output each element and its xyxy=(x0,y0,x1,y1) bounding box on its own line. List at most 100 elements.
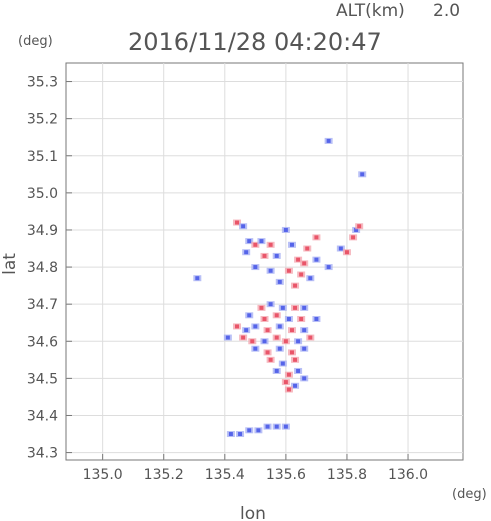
data-point xyxy=(251,323,260,330)
y-tick-label: 34.5 xyxy=(27,371,58,387)
data-point xyxy=(291,304,300,311)
data-point xyxy=(251,345,260,352)
x-axis-unit: (deg) xyxy=(452,487,487,502)
data-point xyxy=(287,327,296,334)
data-point xyxy=(266,267,275,274)
data-point xyxy=(297,271,306,278)
data-point xyxy=(284,386,293,393)
y-tick-label: 35.3 xyxy=(27,75,58,91)
data-point xyxy=(272,334,281,341)
x-axis-label: lon xyxy=(240,504,266,521)
data-point xyxy=(278,360,287,367)
data-point xyxy=(291,282,300,289)
data-point xyxy=(272,367,281,374)
data-point xyxy=(294,338,303,345)
timestamp-title: 2016/11/28 04:20:47 xyxy=(128,28,382,56)
data-point xyxy=(300,260,309,267)
data-point xyxy=(223,334,232,341)
y-axis-label: lat xyxy=(0,253,20,275)
data-point xyxy=(291,356,300,363)
data-point xyxy=(257,238,266,245)
data-point xyxy=(239,334,248,341)
data-point xyxy=(284,267,293,274)
data-point xyxy=(272,423,281,430)
data-point xyxy=(278,304,287,311)
data-point xyxy=(312,316,321,323)
data-point xyxy=(287,349,296,356)
data-point xyxy=(272,312,281,319)
data-point xyxy=(236,431,245,438)
y-tick-label: 34.7 xyxy=(27,297,58,313)
data-point xyxy=(242,327,251,334)
data-point xyxy=(352,226,361,233)
y-tick-label: 35.1 xyxy=(27,149,58,165)
data-point xyxy=(294,367,303,374)
data-point xyxy=(239,223,248,230)
data-point xyxy=(233,219,242,226)
data-point xyxy=(266,356,275,363)
data-point xyxy=(294,256,303,263)
y-tick-label: 34.9 xyxy=(27,223,58,239)
data-point xyxy=(263,327,272,334)
grid xyxy=(66,63,463,460)
data-points xyxy=(193,137,367,438)
altitude-value: 2.0 xyxy=(433,1,460,21)
x-tick-label: 135.6 xyxy=(266,467,306,483)
data-point xyxy=(287,241,296,248)
data-point xyxy=(300,345,309,352)
data-point xyxy=(272,252,281,259)
data-point xyxy=(306,334,315,341)
data-point xyxy=(193,275,202,282)
data-point xyxy=(257,304,266,311)
data-point xyxy=(312,234,321,241)
data-point xyxy=(281,338,290,345)
data-point xyxy=(303,245,312,252)
data-point xyxy=(263,349,272,356)
y-tick-label: 34.8 xyxy=(27,260,58,276)
data-point xyxy=(275,323,284,330)
x-tick-label: 135.4 xyxy=(205,467,245,483)
data-point xyxy=(355,223,364,230)
data-point xyxy=(342,249,351,256)
data-point xyxy=(284,316,293,323)
data-point xyxy=(254,427,263,434)
altitude-label: ALT(km) xyxy=(336,1,405,21)
data-point xyxy=(291,382,300,389)
plot-frame xyxy=(65,62,464,461)
data-point xyxy=(251,241,260,248)
data-point xyxy=(300,304,309,311)
data-point xyxy=(306,275,315,282)
data-point xyxy=(300,375,309,382)
y-tick-label: 35.2 xyxy=(27,112,58,128)
data-point xyxy=(281,226,290,233)
data-point xyxy=(284,371,293,378)
data-point xyxy=(251,264,260,271)
data-point xyxy=(275,278,284,285)
y-tick-label: 34.3 xyxy=(27,446,58,462)
data-point xyxy=(245,427,254,434)
data-point xyxy=(358,171,367,178)
data-point xyxy=(242,249,251,256)
data-point xyxy=(260,252,269,259)
y-axis-unit: (deg) xyxy=(18,34,53,49)
x-tick-label: 135.2 xyxy=(144,467,184,483)
data-point xyxy=(275,345,284,352)
data-point xyxy=(245,238,254,245)
data-point xyxy=(266,241,275,248)
y-tick-label: 34.6 xyxy=(27,334,58,350)
y-tick-label: 34.4 xyxy=(27,408,58,424)
x-tick-label: 136.0 xyxy=(388,467,428,483)
data-point xyxy=(260,316,269,323)
data-point xyxy=(336,245,345,252)
data-point xyxy=(349,234,358,241)
x-tick-label: 135.0 xyxy=(83,467,123,483)
data-point xyxy=(248,338,257,345)
data-point xyxy=(263,423,272,430)
data-point xyxy=(297,316,306,323)
data-point xyxy=(226,431,235,438)
x-tick-label: 135.8 xyxy=(327,467,367,483)
data-point xyxy=(312,256,321,263)
data-point xyxy=(233,323,242,330)
data-point xyxy=(260,338,269,345)
